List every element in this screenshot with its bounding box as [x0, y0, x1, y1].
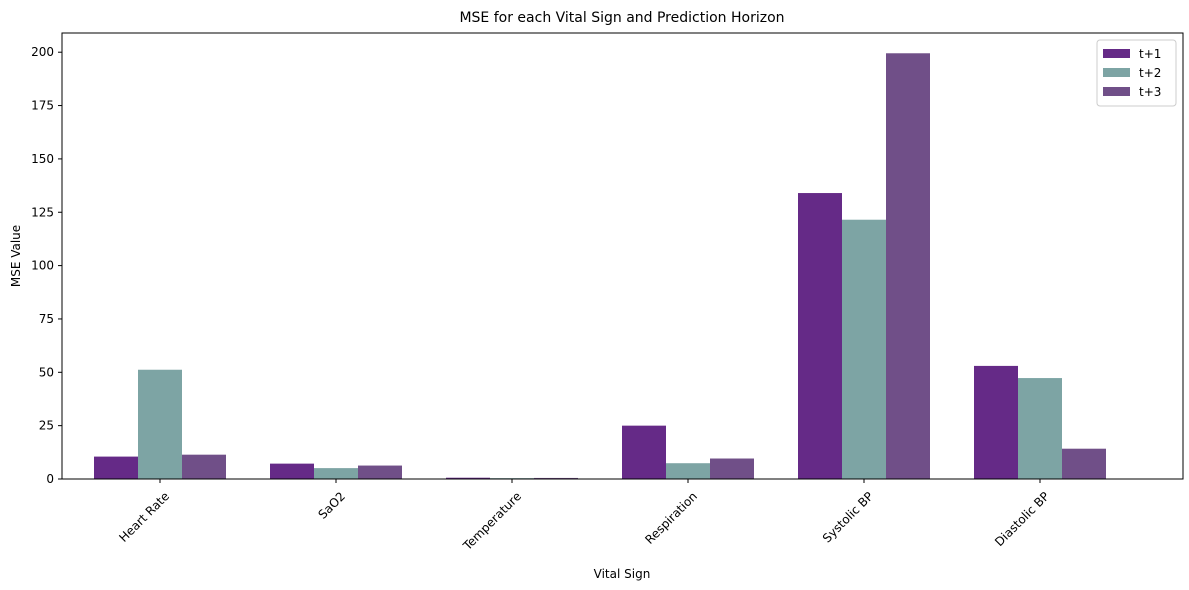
x-axis-label: Vital Sign [594, 567, 651, 581]
legend-label-t+3: t+3 [1139, 85, 1161, 99]
chart-title: MSE for each Vital Sign and Prediction H… [459, 10, 784, 26]
legend-label-t+1: t+1 [1139, 47, 1161, 61]
bar-t+1-respiration [622, 425, 666, 479]
x-tick-label: Temperature [460, 489, 524, 553]
y-axis: 0 25 50 75 100 125 150 175 200 [31, 45, 62, 486]
plot-frame [61, 32, 1184, 480]
bar-t+1-sao2 [270, 463, 314, 479]
x-axis: Heart Rate SaO2 Temperature Respiration Syst… [116, 479, 1052, 554]
bar-t+2-systolic-bp [842, 219, 886, 480]
x-tick-label: Systolic BP [820, 489, 876, 545]
y-tick-label: 75 [39, 312, 54, 326]
legend-swatch-t+1 [1103, 49, 1130, 58]
bar-t+3-systolic-bp [886, 53, 930, 479]
bar-t+2-diastolic-bp [1018, 378, 1062, 479]
bar-t+1-systolic-bp [798, 193, 842, 479]
bar-t+2-sao2 [314, 468, 358, 479]
bar-t+1-heart-rate [94, 456, 138, 479]
y-tick-label: 100 [31, 259, 54, 273]
y-tick-label: 50 [39, 365, 54, 379]
bar-t+3-sao2 [358, 465, 402, 479]
x-tick-label: SaO2 [315, 489, 348, 522]
bar-t+1-diastolic-bp [974, 365, 1018, 479]
legend-swatch-t+3 [1103, 87, 1130, 96]
legend-label-t+2: t+2 [1139, 66, 1161, 80]
bar-t+1-temperature [446, 477, 490, 479]
y-tick-label: 125 [31, 205, 54, 219]
x-tick-label: Respiration [642, 489, 700, 547]
y-tick-label: 0 [46, 472, 54, 486]
y-tick-label: 200 [31, 45, 54, 59]
bar-t+3-temperature [534, 477, 578, 479]
bar-t+2-heart-rate [138, 369, 182, 479]
bar-t+2-respiration [666, 463, 710, 479]
legend: t+1 t+2 t+3 [1096, 39, 1177, 107]
y-tick-label: 150 [31, 152, 54, 166]
bar-t+3-respiration [710, 458, 754, 479]
x-tick-label: Diastolic BP [992, 489, 1052, 549]
y-axis-label: MSE Value [9, 225, 23, 287]
bar-t+3-diastolic-bp [1062, 448, 1106, 479]
y-tick-label: 25 [39, 419, 54, 433]
x-tick-label: Heart Rate [116, 489, 172, 545]
legend-swatch-t+2 [1103, 68, 1130, 77]
bars-group [94, 53, 1106, 480]
bar-t+3-heart-rate [182, 454, 226, 479]
y-tick-label: 175 [31, 99, 54, 113]
